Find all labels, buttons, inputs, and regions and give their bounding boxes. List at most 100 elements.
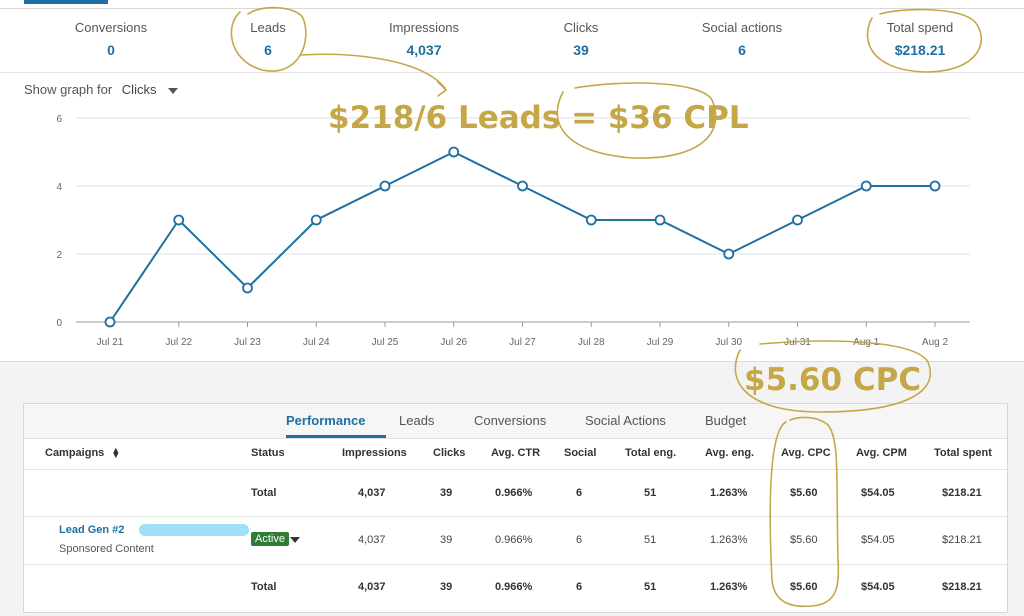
header-total-spent: Total spent <box>934 447 992 459</box>
tab-social-actions[interactable]: Social Actions <box>585 413 666 428</box>
tab-performance[interactable]: Performance <box>286 413 366 428</box>
metric-conversions[interactable]: Conversions 0 <box>36 18 186 58</box>
x-tick-label: Jul 26 <box>440 337 467 348</box>
cell-clicks: 39 <box>440 487 453 499</box>
data-point <box>517 180 528 192</box>
clicks-line-chart: 0 2 4 6 Jul 21 Jul 22 Jul 23 Jul 24 Jul 25 Jul 26… <box>56 114 970 348</box>
data-point <box>654 214 666 226</box>
x-tick-label: Jul 29 <box>647 337 674 348</box>
metric-label: Impressions <box>388 20 460 35</box>
cell-total-eng: 51 <box>644 581 657 593</box>
data-point <box>242 282 253 294</box>
header-avg-eng: Avg. eng. <box>705 447 755 459</box>
metric-value: $218.21 <box>894 42 946 58</box>
y-tick-label: 2 <box>56 250 62 261</box>
tab-leads[interactable]: Leads <box>399 413 435 428</box>
metric-label: Clicks <box>563 20 599 35</box>
graph-metric-dropdown[interactable]: Clicks <box>121 82 179 97</box>
metric-leads[interactable]: Leads 6 <box>193 18 343 58</box>
row-label: Total <box>251 581 277 593</box>
cpc-annotation: $5.60 CPC <box>744 362 922 398</box>
metric-label: Total spend <box>886 20 954 35</box>
sort-icon: ▲ ▼ <box>111 445 121 461</box>
header-avg-cpc: Avg. CPC <box>781 447 831 459</box>
active-tab-indicator <box>286 435 386 438</box>
cell-avg-cpc: $5.60 <box>790 581 818 593</box>
metric-total-spend[interactable]: Total spend $218.21 <box>845 18 995 58</box>
cell-ctr: 0.966% <box>495 487 533 499</box>
cpl-annotation: $218/6 Leads = $36 CPL <box>328 100 749 136</box>
x-tick-label: Jul 25 <box>372 337 399 348</box>
data-point <box>792 214 803 226</box>
graph-selector-label: Show graph for <box>24 82 113 97</box>
cell-avg-eng: 1.263% <box>710 534 748 546</box>
metric-value: 6 <box>264 42 272 58</box>
cell-social: 6 <box>576 534 583 546</box>
data-point <box>104 316 116 328</box>
campaign-table-panel: Performance Leads Conversions Social Act… <box>23 403 1008 613</box>
x-tick-label: Jul 31 <box>784 337 811 348</box>
data-point <box>448 146 460 158</box>
row-label: Total <box>251 487 277 499</box>
metric-clicks[interactable]: Clicks 39 <box>506 18 656 58</box>
header-social: Social <box>564 447 597 459</box>
cell-clicks: 39 <box>440 581 453 593</box>
cell-impressions: 4,037 <box>358 534 386 546</box>
tab-budget[interactable]: Budget <box>705 413 747 428</box>
header-total-eng: Total eng. <box>625 447 677 459</box>
x-tick-label: Jul 24 <box>303 337 330 348</box>
overview-panel: Conversions 0 Leads 6 Impressions 4,037 … <box>0 0 1024 362</box>
divider <box>24 516 1007 517</box>
cell-avg-cpc: $5.60 <box>790 487 818 499</box>
data-point <box>929 180 941 192</box>
graph-metric-value: Clicks <box>121 82 157 97</box>
metric-label: Conversions <box>74 20 148 35</box>
x-tick-label: Jul 28 <box>578 337 605 348</box>
graph-selector: Show graph for Clicks <box>24 82 179 97</box>
metric-social-actions[interactable]: Social actions 6 <box>667 18 817 58</box>
header-avg-cpm: Avg. CPM <box>856 447 907 459</box>
metric-label: Leads <box>250 20 286 35</box>
metric-value: 4,037 <box>406 42 442 58</box>
data-point <box>585 214 597 226</box>
cell-total-eng: 51 <box>644 487 657 499</box>
data-point <box>723 248 735 260</box>
cell-avg-eng: 1.263% <box>710 487 748 499</box>
metric-impressions[interactable]: Impressions 4,037 <box>349 18 499 58</box>
metric-value: 0 <box>107 42 115 58</box>
cell-social: 6 <box>576 581 583 593</box>
metric-value: 39 <box>573 42 589 58</box>
cell-ctr: 0.966% <box>495 534 533 546</box>
divider <box>0 72 1024 73</box>
metric-label: Social actions <box>701 20 783 35</box>
cell-total-spent: $218.21 <box>942 534 982 546</box>
caret-down-icon <box>168 87 179 94</box>
x-tick-label: Jul 27 <box>509 337 536 348</box>
y-tick-label: 0 <box>56 318 62 329</box>
header-avg-ctr: Avg. CTR <box>491 447 541 459</box>
data-point <box>379 180 391 192</box>
data-point <box>310 214 322 226</box>
divider <box>24 469 1007 470</box>
cell-clicks: 39 <box>440 534 453 546</box>
header-clicks: Clicks <box>433 447 466 459</box>
metrics-bar: Conversions 0 Leads 6 Impressions 4,037 … <box>0 18 1024 68</box>
series-line <box>109 150 935 323</box>
x-tick-label: Jul 23 <box>234 337 261 348</box>
cell-avg-cpm: $54.05 <box>861 487 895 499</box>
x-tick-label: Jul 21 <box>97 337 124 348</box>
divider <box>0 8 1024 9</box>
header-campaigns[interactable]: Campaigns ▲ ▼ <box>45 445 121 461</box>
tab-conversions[interactable]: Conversions <box>474 413 547 428</box>
campaign-type: Sponsored Content <box>59 543 154 555</box>
x-tick-label: Aug 2 <box>922 337 949 348</box>
status-dropdown-caret-icon[interactable] <box>290 537 300 543</box>
x-tick-label: Jul 22 <box>165 337 192 348</box>
x-tick-label: Aug 1 <box>853 337 880 348</box>
cell-impressions: 4,037 <box>358 487 386 499</box>
active-section-indicator <box>24 0 108 4</box>
tab-bar: Performance Leads Conversions Social Act… <box>24 404 1007 439</box>
campaign-name-link[interactable]: Lead Gen #2 <box>59 524 125 536</box>
cell-avg-cpc: $5.60 <box>790 534 818 546</box>
cell-social: 6 <box>576 487 583 499</box>
